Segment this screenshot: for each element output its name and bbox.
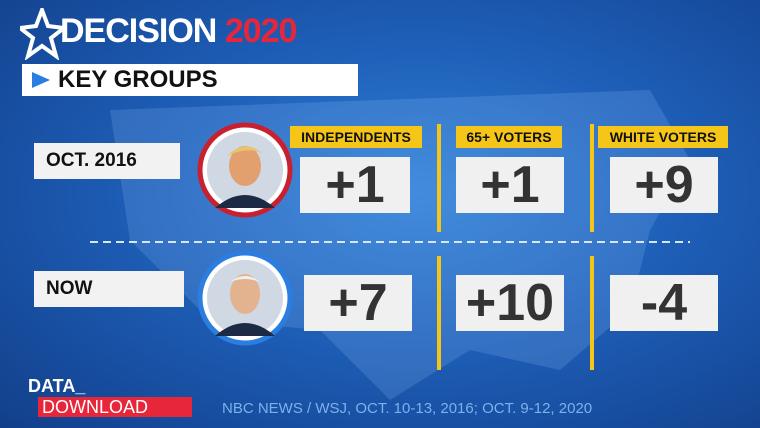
value-cell: +9 [610,157,718,213]
brand-star [20,8,64,60]
row-label: NOW [34,271,184,307]
divider [590,256,594,370]
value-cell: +1 [300,157,410,213]
portrait [197,250,293,346]
column-header: WHITE VOTERS [598,126,728,148]
brand-word: DECISION [60,12,217,50]
value-cell: +1 [456,157,564,213]
section-title: KEY GROUPS [22,64,358,96]
row-label: OCT. 2016 [34,143,180,179]
value-cell: +7 [304,275,412,331]
value-cell: -4 [610,275,718,331]
brand-year: 2020 [224,12,298,50]
column-header: 65+ VOTERS [456,126,562,148]
section-arrow [32,72,50,88]
logo-bottom: DOWNLOAD [38,397,192,417]
source: NBC NEWS / WSJ, OCT. 10-13, 2016; OCT. 9… [222,400,593,417]
value-cell: +10 [456,275,564,331]
map [110,90,690,400]
column-header: INDEPENDENTS [290,126,422,148]
separator [90,241,690,243]
divider [590,124,594,232]
portrait [197,122,293,218]
brand: DECISION 2020 [60,12,298,51]
logo-top: DATA_ [28,376,86,396]
divider [437,124,441,232]
divider [437,256,441,370]
